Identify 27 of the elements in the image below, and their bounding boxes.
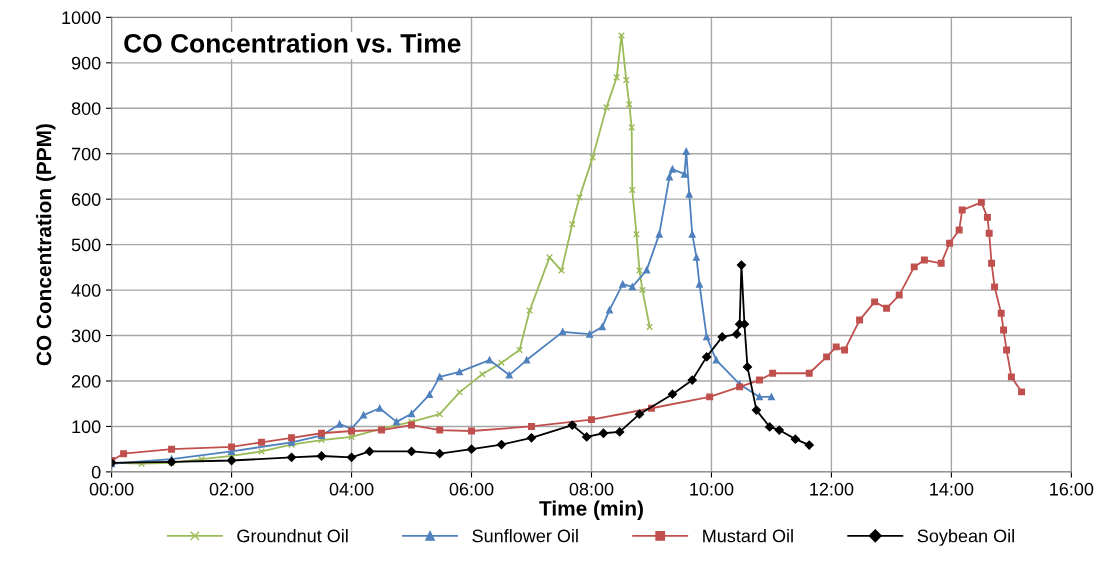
y-tick-label: 300: [71, 329, 101, 343]
y-tick-label: 900: [71, 56, 101, 70]
y-tick-label: 600: [71, 193, 101, 206]
legend-label: Soybean Oil: [917, 529, 1014, 546]
chart-title: CO Concentration vs. Time: [124, 33, 461, 53]
legend-label: Sunflower Oil: [472, 529, 578, 543]
legend-label: Groundnut Oil: [237, 529, 348, 543]
x-tick-label: 02:00: [209, 482, 254, 496]
x-tick-label: 14:00: [930, 482, 974, 496]
x-tick-label: 08:00: [569, 482, 614, 496]
y-tick-label: 700: [71, 147, 101, 161]
x-tick-label: 00:00: [89, 482, 134, 496]
x-tick-label: 16:00: [1050, 482, 1094, 496]
y-tick-label: 0: [91, 465, 101, 479]
y-tick-label: 200: [71, 374, 101, 388]
x-tick-label: 12:00: [810, 482, 854, 496]
y-tick-label: 400: [71, 284, 101, 297]
y-axis-title: CO Concentration (PPM): [36, 124, 56, 366]
x-tick-label: 04:00: [329, 482, 374, 496]
y-tick-label: 800: [71, 102, 101, 115]
legend-label: Mustard Oil: [703, 529, 793, 543]
y-tick-label: 500: [71, 238, 101, 252]
y-tick-label: 1000: [62, 11, 101, 25]
y-tick-label: 100: [72, 420, 101, 434]
x-axis-title: Time (min): [539, 500, 643, 520]
x-tick-label: 06:00: [449, 482, 494, 496]
x-tick-label: 10:00: [690, 482, 734, 496]
